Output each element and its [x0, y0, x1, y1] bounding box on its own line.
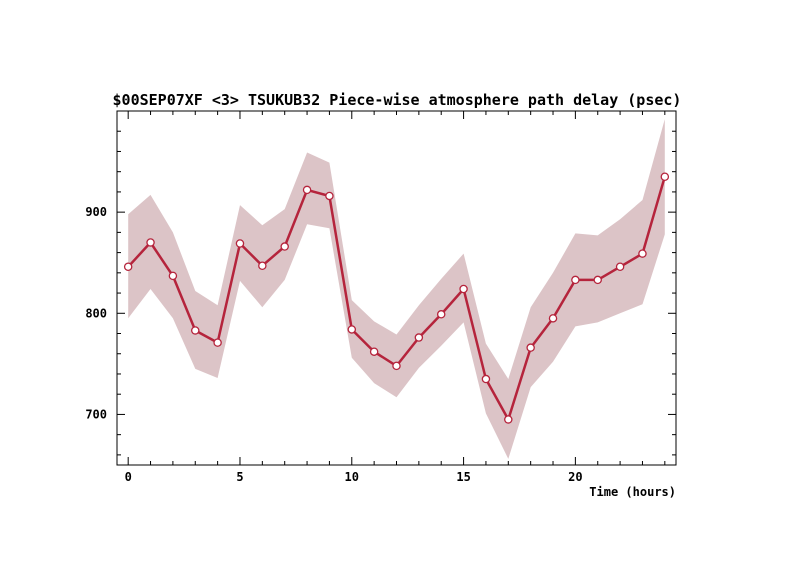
data-point [615, 262, 625, 272]
data-point [146, 238, 155, 247]
data-point [168, 271, 178, 281]
tick-labels: 0 5 10 15 20 700 800 900 [85, 205, 582, 484]
data-point [123, 262, 133, 272]
data-point [325, 191, 334, 201]
data-point [392, 361, 401, 371]
data-point [436, 310, 446, 319]
y-tick-label: 800 [85, 306, 107, 320]
data-points [123, 172, 670, 424]
chart-title: $00SEP07XF <3> TSUKUB32 Piece-wise atmos… [113, 91, 682, 109]
x-tick-label: 0 [125, 470, 132, 484]
x-tick-label: 5 [236, 470, 243, 484]
data-point [571, 275, 580, 285]
y-tick-label: 700 [85, 407, 107, 421]
data-point [593, 275, 602, 285]
data-point [638, 249, 647, 258]
data-point [504, 415, 513, 424]
data-point [526, 343, 535, 352]
data-point [258, 261, 267, 270]
data-point [213, 338, 222, 347]
data-point [191, 326, 200, 335]
data-point [548, 314, 558, 323]
x-tick-label: 10 [345, 470, 359, 484]
data-point [347, 325, 357, 334]
y-tick-label: 900 [85, 205, 107, 219]
uncertainty-band [128, 119, 665, 459]
x-tick-label: 15 [456, 470, 470, 484]
data-point [235, 239, 245, 248]
data-point [660, 172, 670, 181]
data-point [369, 347, 379, 356]
data-point [459, 284, 468, 294]
data-point [414, 333, 424, 342]
x-tick-label: 20 [568, 470, 582, 484]
data-point [280, 242, 289, 251]
data-point [481, 374, 491, 384]
x-axis-label: Time (hours) [589, 485, 676, 499]
axis-ticks [117, 111, 676, 465]
data-point [302, 185, 312, 195]
